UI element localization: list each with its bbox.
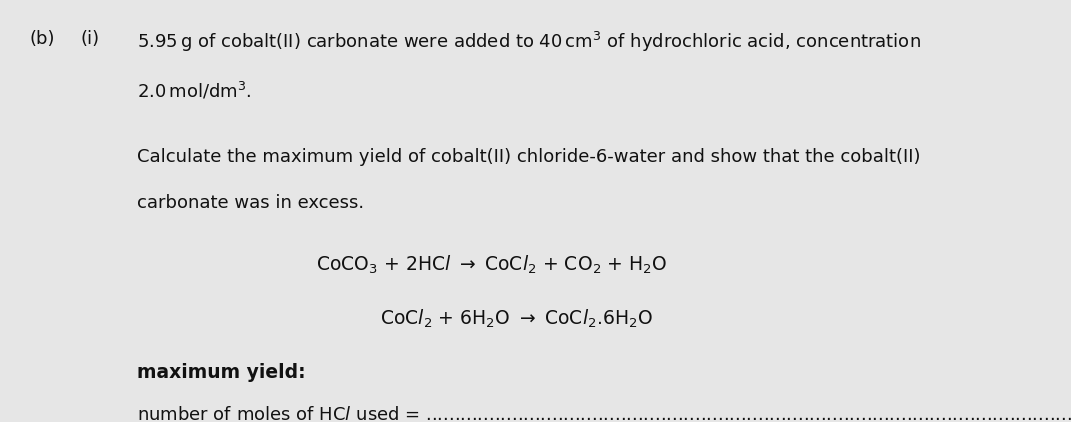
- Text: 2.0$\,$mol/dm$^3$.: 2.0$\,$mol/dm$^3$.: [137, 80, 252, 101]
- Text: carbonate was in excess.: carbonate was in excess.: [137, 194, 364, 212]
- Text: number of moles of HC$\it{l}$ used = ...........................................: number of moles of HC$\it{l}$ used = ...…: [137, 406, 1071, 422]
- Text: 5.95$\,$g of cobalt(II) carbonate were added to 40$\,$cm$^3$ of hydrochloric aci: 5.95$\,$g of cobalt(II) carbonate were a…: [137, 30, 921, 54]
- Text: (b): (b): [30, 30, 56, 48]
- Text: CoCO$_3$ + 2HC$\it{l}$ $\rightarrow$ CoC$\it{l}$$_2$ + CO$_2$ + H$_2$O: CoCO$_3$ + 2HC$\it{l}$ $\rightarrow$ CoC…: [316, 253, 667, 276]
- Text: (i): (i): [80, 30, 100, 48]
- Text: Calculate the maximum yield of cobalt(II) chloride-6-water and show that the cob: Calculate the maximum yield of cobalt(II…: [137, 148, 921, 166]
- Text: maximum yield:: maximum yield:: [137, 363, 305, 382]
- Text: CoC$\it{l}$$_2$ + 6H$_2$O $\rightarrow$ CoC$\it{l}$$_2$.6H$_2$O: CoC$\it{l}$$_2$ + 6H$_2$O $\rightarrow$ …: [380, 308, 653, 330]
